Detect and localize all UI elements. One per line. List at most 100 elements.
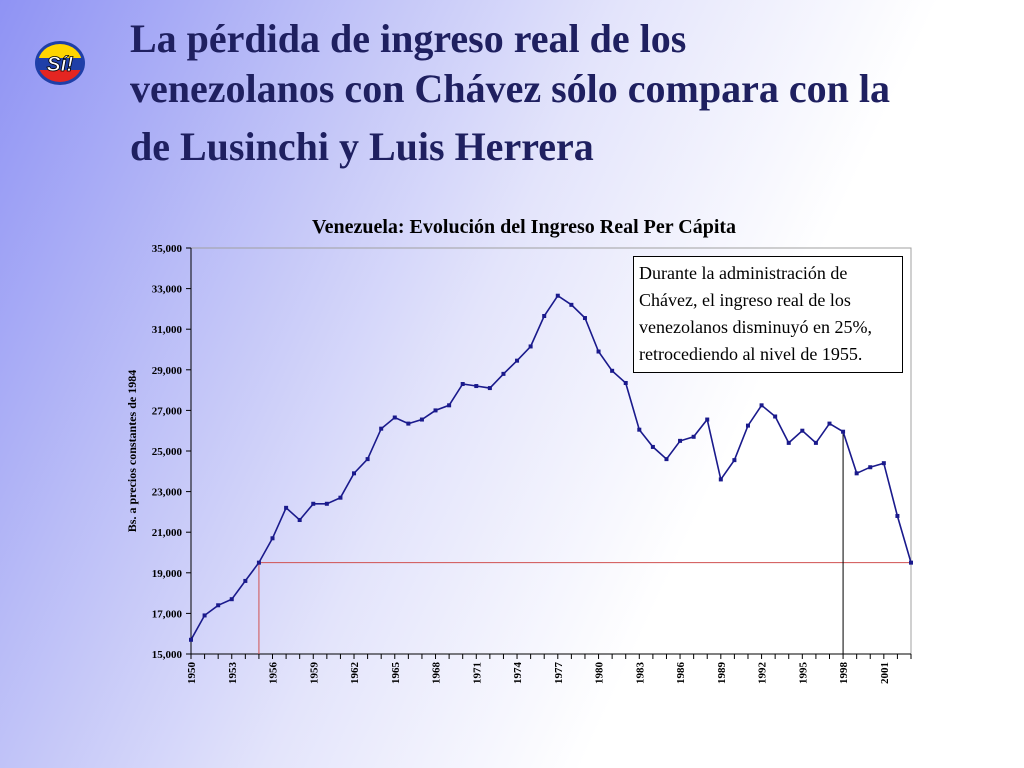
annotation-line-3: venezolanos disminuyó en 25%, [639, 317, 872, 337]
x-axis-ticks: 1950 1953 1956 1959 1962 1965 1968 1971 1974 1977… [186, 654, 912, 685]
data-point [718, 477, 723, 482]
data-point [202, 613, 207, 618]
y-tick-label: 21,000 [152, 527, 183, 539]
y-tick-label: 31,000 [152, 324, 183, 336]
si-logo: Sí! [35, 41, 85, 85]
data-point [501, 371, 506, 376]
slide-title: La pérdida de ingreso real de los venezo… [130, 14, 1010, 172]
data-point [474, 384, 479, 389]
data-point [297, 518, 302, 523]
series-line [190, 294, 912, 641]
data-point [759, 403, 764, 408]
data-point [637, 427, 642, 432]
slide-title-line-1: La pérdida de ingreso real de los [130, 16, 687, 61]
x-tick-label: 1950 [186, 662, 198, 685]
data-point [827, 421, 832, 426]
data-point [311, 501, 316, 506]
y-axis-label: Bs. a precios constantes de 1984 [125, 370, 139, 532]
data-point [270, 536, 275, 541]
slide-title-line-2: venezolanos con Chávez sólo compara con … [130, 66, 890, 111]
logo-band-blue [38, 58, 82, 70]
x-tick-label: 1968 [431, 662, 443, 685]
annotation-line-2: Chávez, el ingreso real de los [639, 290, 851, 310]
logo-band-yellow [38, 44, 82, 58]
data-point [284, 505, 289, 510]
data-point [229, 597, 234, 602]
x-tick-label: 1962 [349, 662, 361, 685]
logo-band-red [38, 70, 82, 82]
reference-lines [258, 431, 911, 654]
data-point [582, 316, 587, 321]
data-point [691, 434, 696, 439]
y-tick-label: 17,000 [152, 608, 183, 620]
data-point [610, 368, 615, 373]
data-point [909, 560, 913, 565]
data-point [447, 403, 452, 408]
data-point [786, 440, 791, 445]
x-tick-label: 1989 [716, 662, 728, 685]
x-tick-label: 1974 [512, 662, 524, 685]
x-tick-label: 2001 [879, 662, 891, 684]
data-point [868, 465, 873, 470]
y-tick-label: 15,000 [152, 649, 183, 661]
x-tick-label: 1977 [553, 662, 565, 685]
data-point [379, 426, 384, 431]
data-point [256, 560, 261, 565]
data-point [881, 461, 886, 466]
data-point [515, 358, 520, 363]
y-tick-label: 23,000 [152, 487, 183, 499]
data-point [678, 438, 683, 443]
annotation-line-4: retrocediendo al nivel de 1955. [639, 344, 863, 364]
data-point [542, 314, 547, 319]
x-tick-label: 1992 [757, 662, 769, 685]
data-point [365, 457, 370, 462]
data-point [324, 501, 329, 506]
data-point [460, 382, 465, 387]
data-point [895, 513, 900, 518]
data-point [841, 429, 846, 434]
logo-text: Sí! [47, 53, 74, 76]
data-point [569, 302, 574, 307]
data-point [338, 495, 343, 500]
y-tick-label: 25,000 [152, 446, 183, 458]
data-point [664, 457, 669, 462]
slide-title-line-3: de Lusinchi y Luis Herrera [130, 124, 594, 169]
data-point [813, 440, 818, 445]
data-point [487, 386, 492, 391]
x-tick-label: 1956 [268, 662, 280, 685]
annotation-line-1: Durante la administración de [639, 263, 848, 283]
x-tick-label: 1986 [675, 662, 687, 685]
x-tick-label: 1983 [634, 662, 646, 685]
data-point [528, 344, 533, 349]
data-point [732, 458, 737, 463]
x-tick-label: 1965 [390, 662, 402, 685]
x-tick-label: 1971 [471, 662, 483, 684]
data-point [243, 578, 248, 583]
y-tick-label: 27,000 [152, 405, 183, 417]
data-point [773, 414, 778, 419]
data-point [705, 417, 710, 422]
x-tick-label: 1998 [838, 662, 850, 685]
x-tick-label: 1959 [308, 662, 320, 685]
data-point [854, 471, 859, 476]
data-point [419, 417, 424, 422]
y-tick-label: 35,000 [152, 243, 183, 255]
x-tick-label: 1980 [594, 662, 606, 685]
y-tick-label: 19,000 [152, 568, 183, 580]
y-tick-label: 29,000 [152, 365, 183, 377]
series-income [189, 293, 913, 642]
data-point [392, 415, 397, 420]
data-point [189, 637, 193, 642]
data-point [650, 444, 655, 449]
chart-title: Venezuela: Evolución del Ingreso Real Pe… [312, 216, 736, 238]
y-axis-ticks: 15,000 17,000 19,000 21,000 23,000 25,000 27,0… [152, 243, 191, 661]
data-point [745, 423, 750, 428]
data-point [800, 428, 805, 433]
y-tick-label: 33,000 [152, 284, 183, 296]
data-point [406, 421, 411, 426]
data-point [216, 603, 221, 608]
data-point [352, 471, 357, 476]
data-point [623, 380, 628, 385]
data-point [555, 293, 560, 298]
